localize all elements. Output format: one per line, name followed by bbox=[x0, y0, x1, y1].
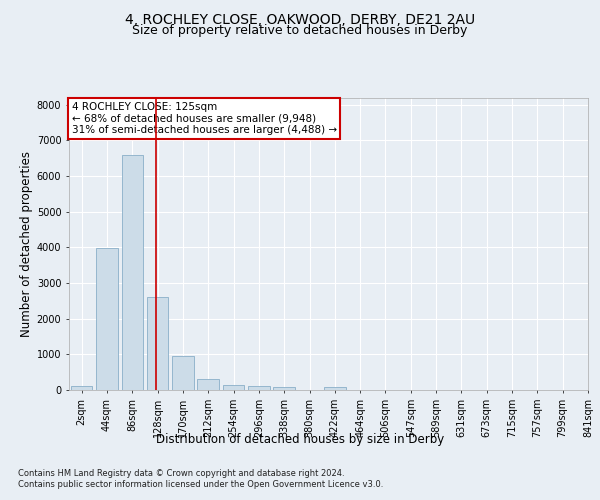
Bar bbox=[172, 356, 194, 390]
Text: Distribution of detached houses by size in Derby: Distribution of detached houses by size … bbox=[156, 432, 444, 446]
Text: 4, ROCHLEY CLOSE, OAKWOOD, DERBY, DE21 2AU: 4, ROCHLEY CLOSE, OAKWOOD, DERBY, DE21 2… bbox=[125, 12, 475, 26]
Bar bbox=[324, 387, 346, 390]
Bar bbox=[147, 296, 169, 390]
Text: Size of property relative to detached houses in Derby: Size of property relative to detached ho… bbox=[133, 24, 467, 37]
Bar bbox=[248, 386, 269, 390]
Bar bbox=[274, 387, 295, 390]
Bar bbox=[96, 248, 118, 390]
Y-axis label: Number of detached properties: Number of detached properties bbox=[20, 151, 32, 337]
Text: Contains public sector information licensed under the Open Government Licence v3: Contains public sector information licen… bbox=[18, 480, 383, 489]
Text: Contains HM Land Registry data © Crown copyright and database right 2024.: Contains HM Land Registry data © Crown c… bbox=[18, 469, 344, 478]
Bar bbox=[197, 378, 219, 390]
Bar bbox=[122, 154, 143, 390]
Text: 4 ROCHLEY CLOSE: 125sqm
← 68% of detached houses are smaller (9,948)
31% of semi: 4 ROCHLEY CLOSE: 125sqm ← 68% of detache… bbox=[71, 102, 337, 135]
Bar bbox=[71, 386, 92, 390]
Bar bbox=[223, 385, 244, 390]
